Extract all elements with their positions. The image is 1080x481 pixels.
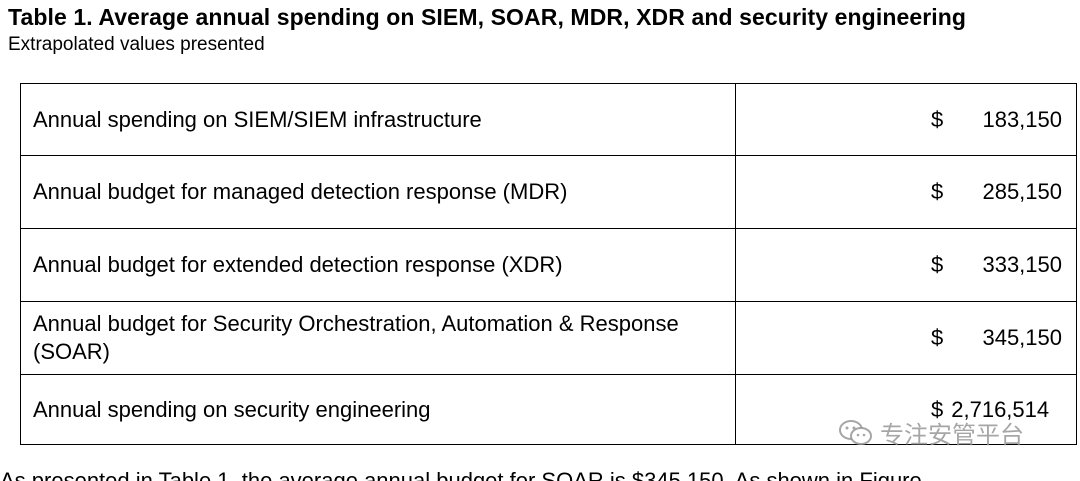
row-label-soar: Annual budget for Security Orchestration… bbox=[21, 302, 736, 375]
row-value-mdr: $ 285,150 bbox=[736, 156, 1076, 229]
body-text-line: As presented in Table 1, the average ann… bbox=[0, 468, 922, 481]
amount: 345,150 bbox=[982, 325, 1062, 350]
table-subtitle: Extrapolated values presented bbox=[8, 34, 265, 55]
row-value-xdr: $ 333,150 bbox=[736, 229, 1076, 302]
row-label-security-engineering: Annual spending on security engineering bbox=[21, 375, 736, 444]
row-value-soar: $ 345,150 bbox=[736, 302, 1076, 375]
row-label-mdr: Annual budget for managed detection resp… bbox=[21, 156, 736, 229]
row-value-security-engineering: $ 2,716,514 bbox=[736, 375, 1076, 444]
spending-table: Annual spending on SIEM/SIEM infrastruct… bbox=[20, 83, 1077, 445]
watermark: 专注安管平台 bbox=[838, 415, 1024, 450]
row-value-siem: $ 183,150 bbox=[736, 84, 1076, 156]
watermark-text: 专注安管平台 bbox=[880, 422, 1024, 449]
amount: 333,150 bbox=[982, 252, 1062, 277]
currency-symbol: $ bbox=[931, 106, 944, 132]
wechat-icon bbox=[838, 418, 874, 448]
amount: 183,150 bbox=[982, 106, 1062, 132]
currency-symbol: $ bbox=[931, 396, 944, 422]
amount: 2,716,514 bbox=[951, 396, 1050, 422]
currency-symbol: $ bbox=[931, 179, 944, 204]
currency-symbol: $ bbox=[931, 325, 944, 350]
currency-symbol: $ bbox=[931, 252, 944, 277]
table-title: Table 1. Average annual spending on SIEM… bbox=[8, 4, 967, 30]
row-label-siem: Annual spending on SIEM/SIEM infrastruct… bbox=[21, 84, 736, 156]
amount: 285,150 bbox=[982, 179, 1062, 204]
row-label-xdr: Annual budget for extended detection res… bbox=[21, 229, 736, 302]
